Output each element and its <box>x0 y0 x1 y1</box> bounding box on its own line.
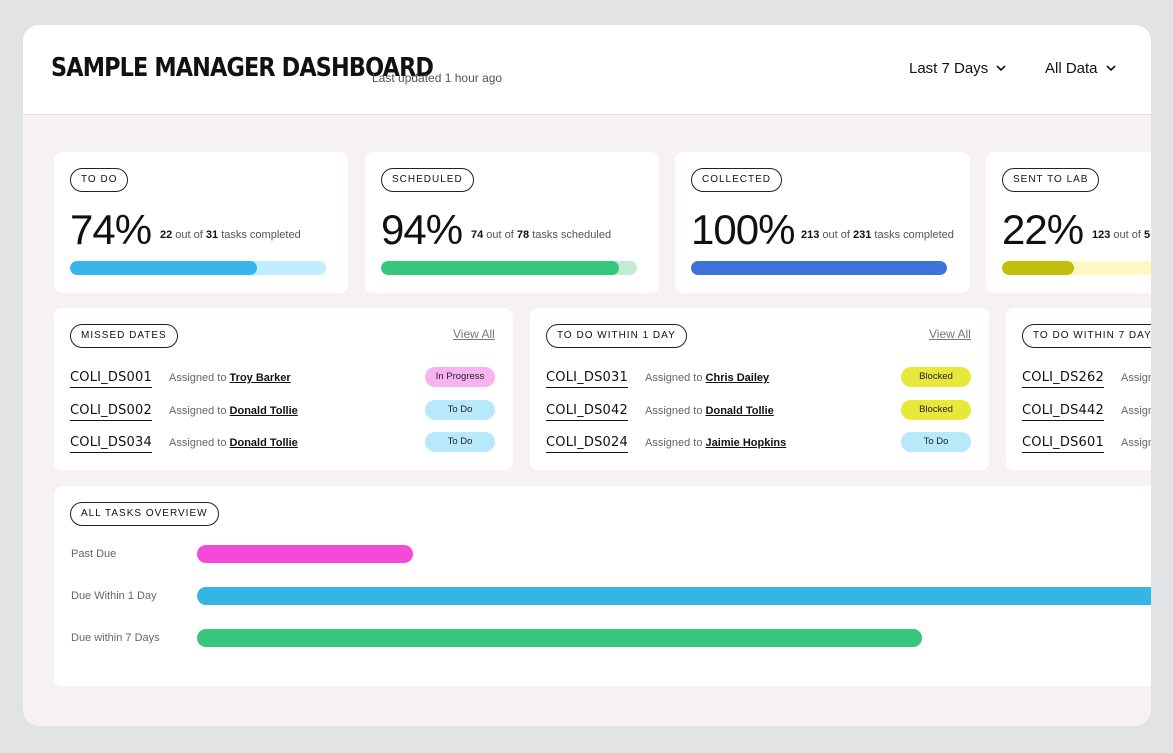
panel-to-do-within-7-days: TO DO WITHIN 7 DAYS COLI_DS262 Assign CO… <box>1006 308 1151 470</box>
overview-label: ALL TASKS OVERVIEW <box>70 502 219 526</box>
sample-id-link[interactable]: COLI_DS024 <box>546 435 628 453</box>
progress-fill <box>70 261 257 275</box>
stat-label: TO DO <box>70 168 129 192</box>
status-badge: To Do <box>425 432 495 452</box>
assignee-link[interactable]: Donald Tollie <box>229 437 298 449</box>
list-item[interactable]: COLI_DS601 Assign <box>1022 435 1151 457</box>
list-item[interactable]: COLI_DS001 Assigned to Troy Barker In Pr… <box>70 367 529 392</box>
status-badge: Blocked <box>901 400 971 420</box>
panel-to-do-within-1-day: TO DO WITHIN 1 DAY View All COLI_DS031 A… <box>530 308 989 470</box>
assigned-text: Assign <box>1121 372 1151 384</box>
assignee-link[interactable]: Chris Dailey <box>705 372 770 384</box>
page-title: SAMPLE MANAGER DASHBOARD <box>51 53 434 83</box>
panel-missed-dates: MISSED DATES View All COLI_DS001 Assigne… <box>54 308 513 470</box>
date-range-label: Last 7 Days <box>909 60 989 77</box>
list-item[interactable]: COLI_DS031 Assigned to Chris Dailey Bloc… <box>546 367 1005 392</box>
progress-fill <box>1002 261 1074 275</box>
assigned-text: Assigned to Jaimie Hopkins <box>645 437 787 449</box>
assigned-text: Assigned to Donald Tollie <box>169 437 298 449</box>
overview-bar <box>197 629 923 647</box>
assignee-link[interactable]: Troy Barker <box>229 372 291 384</box>
progress-fill <box>691 261 947 275</box>
progress-track <box>691 261 947 275</box>
sample-id-link[interactable]: COLI_DS034 <box>70 435 152 453</box>
data-filter-dropdown[interactable]: All Data <box>1045 60 1116 77</box>
overview-bar <box>197 545 413 563</box>
overview-row-label: Due within 7 Days <box>71 632 160 644</box>
stat-card-to-do[interactable]: TO DO 74% 22 out of 31 tasks completed <box>54 152 348 293</box>
assignee-link[interactable]: Donald Tollie <box>229 405 298 417</box>
panel-label: TO DO WITHIN 7 DAYS <box>1022 324 1151 348</box>
stat-percent: 74% <box>70 206 152 253</box>
date-range-dropdown[interactable]: Last 7 Days <box>909 60 1006 77</box>
stat-card-collected[interactable]: COLLECTED 100% 213 out of 231 tasks comp… <box>675 152 970 293</box>
stat-card-sent-to-lab[interactable]: SENT TO LAB 22% 123 out of 5 <box>986 152 1151 293</box>
header-bar: SAMPLE MANAGER DASHBOARD Last updated 1 … <box>23 25 1151 115</box>
assigned-text: Assign <box>1121 405 1151 417</box>
assigned-text: Assigned to Donald Tollie <box>169 405 298 417</box>
list-item[interactable]: COLI_DS042 Assigned to Donald Tollie Blo… <box>546 400 1005 425</box>
status-badge: To Do <box>425 400 495 420</box>
sample-id-link[interactable]: COLI_DS042 <box>546 403 628 421</box>
assigned-text: Assigned to Donald Tollie <box>645 405 774 417</box>
progress-track <box>70 261 326 275</box>
stat-detail: 213 out of 231 tasks completed <box>801 229 954 241</box>
chevron-down-icon <box>996 65 1006 72</box>
data-filter-label: All Data <box>1045 60 1098 77</box>
view-all-link[interactable]: View All <box>453 327 495 341</box>
sample-id-link[interactable]: COLI_DS001 <box>70 370 152 388</box>
list-item[interactable]: COLI_DS002 Assigned to Donald Tollie To … <box>70 400 529 425</box>
assignee-link[interactable]: Jaimie Hopkins <box>705 437 787 449</box>
view-all-link[interactable]: View All <box>929 327 971 341</box>
list-item[interactable]: COLI_DS034 Assigned to Donald Tollie To … <box>70 432 529 457</box>
status-badge: In Progress <box>425 367 495 387</box>
stat-label: COLLECTED <box>691 168 783 192</box>
assigned-text: Assigned to Troy Barker <box>169 372 291 384</box>
progress-fill <box>381 261 620 275</box>
overview-bar <box>197 587 1151 605</box>
stat-label: SENT TO LAB <box>1002 168 1100 192</box>
status-badge: Blocked <box>901 367 971 387</box>
stat-percent: 94% <box>381 206 463 253</box>
sample-id-link[interactable]: COLI_DS442 <box>1022 403 1104 421</box>
assigned-text: Assigned to Chris Dailey <box>645 372 770 384</box>
list-item[interactable]: COLI_DS262 Assign <box>1022 370 1151 392</box>
sample-id-link[interactable]: COLI_DS002 <box>70 403 152 421</box>
assignee-link[interactable]: Donald Tollie <box>705 405 774 417</box>
overview-row-label: Due Within 1 Day <box>71 590 157 602</box>
stat-percent: 100% <box>691 206 795 253</box>
stat-label: SCHEDULED <box>381 168 474 192</box>
last-updated-text: Last updated 1 hour ago <box>372 71 503 85</box>
status-badge: To Do <box>901 432 971 452</box>
all-tasks-overview: ALL TASKS OVERVIEW Past Due Due Within 1… <box>54 486 1151 686</box>
stat-card-scheduled[interactable]: SCHEDULED 94% 74 out of 78 tasks schedul… <box>365 152 659 293</box>
list-item[interactable]: COLI_DS442 Assign <box>1022 403 1151 425</box>
assigned-text: Assign <box>1121 437 1151 449</box>
stat-percent: 22% <box>1002 206 1084 253</box>
sample-id-link[interactable]: COLI_DS262 <box>1022 370 1104 388</box>
stat-detail: 22 out of 31 tasks completed <box>160 229 301 241</box>
overview-row-label: Past Due <box>71 548 117 560</box>
sample-id-link[interactable]: COLI_DS031 <box>546 370 628 388</box>
chevron-down-icon <box>1105 65 1116 72</box>
stat-detail: 74 out of 78 tasks scheduled <box>471 229 612 241</box>
progress-track <box>1002 261 1151 275</box>
sample-id-link[interactable]: COLI_DS601 <box>1022 435 1104 453</box>
stat-detail: 123 out of 5 <box>1092 229 1151 241</box>
panel-label: MISSED DATES <box>70 324 178 348</box>
panel-label: TO DO WITHIN 1 DAY <box>546 324 687 348</box>
progress-track <box>381 261 637 275</box>
list-item[interactable]: COLI_DS024 Assigned to Jaimie Hopkins To… <box>546 432 1005 457</box>
dashboard-window: SAMPLE MANAGER DASHBOARD Last updated 1 … <box>23 25 1151 726</box>
